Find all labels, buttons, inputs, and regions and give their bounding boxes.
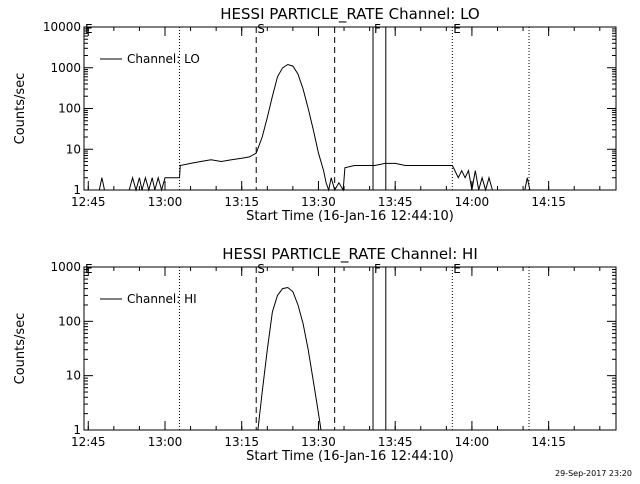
chart2-xtick-label-1: 13:00 [148, 435, 183, 449]
chart1-ytick-label-1: 10 [66, 142, 81, 156]
chart1-legend-entry-0: Channel: LO [127, 52, 200, 66]
chart1-xtick-label-5: 14:00 [455, 195, 490, 209]
chart2-marker-label-2: S [257, 262, 265, 276]
chart2-ytick-label-2: 100 [58, 314, 81, 328]
chart1-xtick-label-2: 13:15 [224, 195, 259, 209]
chart2-xtick-label-0: 12:45 [71, 435, 106, 449]
chart1-xlabel: Start Time (16-Jan-16 12:44:10) [246, 209, 454, 224]
chart2-ytick-label-3: 1000 [50, 260, 81, 274]
chart2-xtick-label-6: 14:15 [531, 435, 566, 449]
chart2-series-line-0 [258, 288, 321, 431]
chart1-marker-label-4: F [374, 22, 381, 36]
chart1-ytick-label-4: 10000 [43, 20, 81, 34]
chart1-marker-label-2: S [257, 22, 265, 36]
chart2-xlabel: Start Time (16-Jan-16 12:44:10) [246, 449, 454, 464]
chart1-xtick-label-4: 13:45 [378, 195, 413, 209]
chart1-marker-label-6: E [453, 22, 461, 36]
chart2-ytick-label-1: 10 [66, 369, 81, 383]
chart2-xtick-label-5: 14:00 [455, 435, 490, 449]
chart1-xtick-label-3: 13:30 [301, 195, 336, 209]
plot-timestamp: 29-Sep-2017 23:20 [555, 469, 632, 478]
chart1-ylabel: Counts/sec [13, 73, 28, 145]
chart1-ytick-label-2: 100 [58, 102, 81, 116]
chart1-xtick-label-6: 14:15 [531, 195, 566, 209]
chart1-ytick-label-3: 1000 [50, 61, 81, 75]
chart2-marker-label-4: F [374, 262, 381, 276]
chart1-xtick-label-0: 12:45 [71, 195, 106, 209]
chart1-series-line-0 [99, 65, 530, 191]
chart2-xtick-label-2: 13:15 [224, 435, 259, 449]
chart2-marker-label-6: E [453, 262, 461, 276]
chart2-legend-entry-0: Channel: HI [127, 292, 197, 306]
chart2-ylabel: Counts/sec [13, 313, 28, 385]
chart1-xtick-label-1: 13:00 [148, 195, 183, 209]
chart2-xtick-label-4: 13:45 [378, 435, 413, 449]
chart2-xtick-label-3: 13:30 [301, 435, 336, 449]
